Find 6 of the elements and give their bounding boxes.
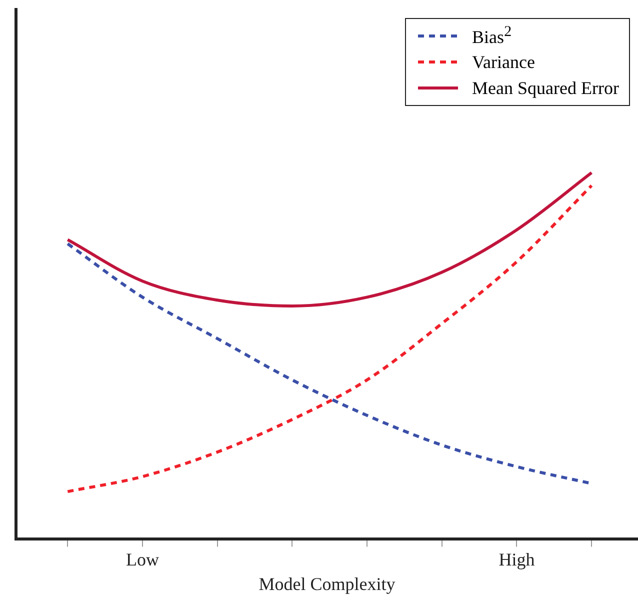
x-axis-title: Model Complexity — [258, 574, 396, 594]
x-tick-label: Low — [126, 549, 159, 570]
legend-label: Bias$^{2}$ — [472, 24, 512, 48]
legend-label: Mean Squared Error — [472, 78, 619, 98]
legend-label: Variance — [472, 52, 536, 72]
x-tick-label: High — [498, 549, 535, 570]
